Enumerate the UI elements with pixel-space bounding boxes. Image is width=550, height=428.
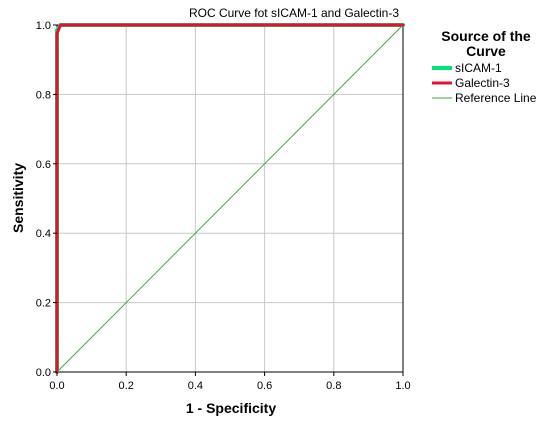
- legend-label-reference-line: Reference Line: [455, 91, 537, 105]
- x-tick-label: 1.0: [395, 380, 410, 392]
- chart-title: ROC Curve fot sICAM-1 and Galectin-3: [189, 6, 399, 20]
- series-layer: [55, 23, 405, 374]
- x-tick-label: 0.2: [119, 380, 134, 392]
- x-tick-label: 0.6: [257, 380, 272, 392]
- x-axis-title: 1 - Specificity: [186, 400, 276, 416]
- y-tick-label: 0.0: [36, 367, 51, 379]
- legend-title-line-2: Curve: [466, 43, 506, 59]
- legend-label-sicam-1: sICAM-1: [455, 61, 502, 75]
- y-tick-label: 0.4: [36, 228, 51, 240]
- series-line-galectin-3: [55, 23, 405, 374]
- legend-label-galectin-3: Galectin-3: [455, 76, 510, 90]
- y-tick-label: 0.6: [36, 159, 51, 171]
- y-tick-label: 1.0: [36, 20, 51, 32]
- x-tick-label: 0.4: [188, 380, 203, 392]
- x-tick-label: 0.0: [49, 380, 64, 392]
- x-tick-label: 0.8: [326, 380, 341, 392]
- y-axis-title: Sensitivity: [10, 163, 26, 233]
- legend: Source of the Curve sICAM-1Galectin-3Ref…: [432, 28, 537, 105]
- x-axis-ticks: 0.0 0.2 0.4 0.6 0.8 1.0: [49, 372, 411, 392]
- legend-title-line-1: Source of the: [441, 28, 531, 44]
- y-axis-ticks: 0.0 0.2 0.4 0.6 0.8 1.0: [36, 20, 57, 379]
- series-line-reference-line: [56, 24, 404, 373]
- y-tick-label: 0.2: [36, 298, 51, 310]
- y-tick-label: 0.8: [36, 89, 51, 101]
